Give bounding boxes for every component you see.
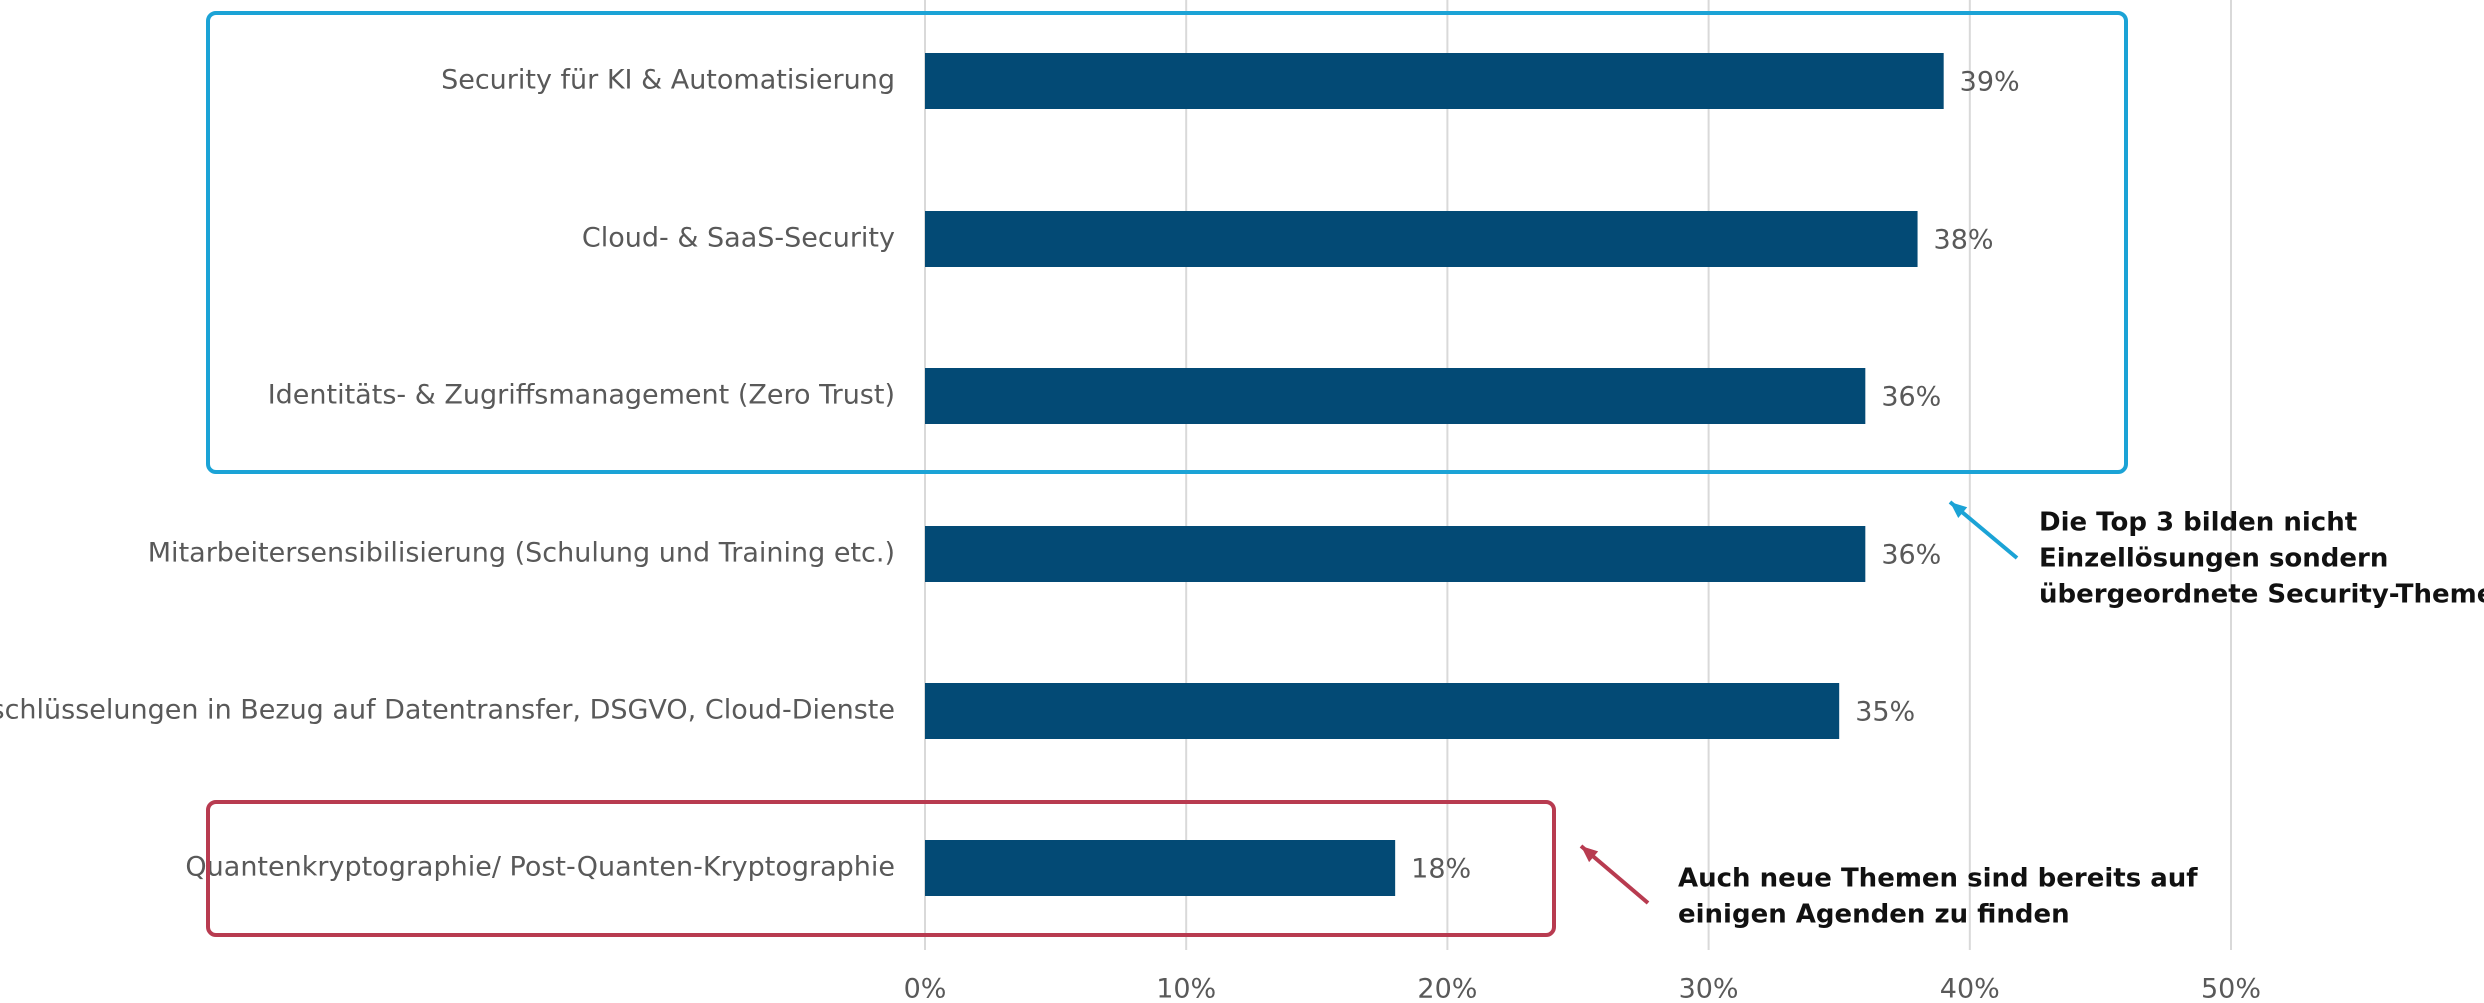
x-tick-label: 20% (1417, 974, 1477, 1003)
arrow-head (1581, 846, 1599, 863)
y-tick-label: Verschlüsselungen in Bezug auf Datentran… (0, 695, 895, 726)
bar (925, 840, 1396, 896)
annotation: Einzellösungen sondern (2039, 544, 2388, 574)
bar (925, 368, 1866, 424)
value-label: 36% (1881, 382, 1941, 413)
x-tick-label: 10% (1156, 974, 1216, 1003)
x-tick-label: 40% (1940, 974, 2000, 1003)
value-label: 18% (1411, 854, 1471, 885)
x-tick-label: 0% (904, 974, 947, 1003)
y-tick-label: Identitäts- & Zugriffsmanagement (Zero T… (268, 380, 895, 411)
bar (925, 53, 1944, 109)
y-tick-label: Security für KI & Automatisierung (441, 65, 895, 96)
value-label: 35% (1855, 697, 1915, 728)
annotation: übergeordnete Security-Themen (2039, 580, 2484, 610)
y-tick-label: Quantenkryptographie/ Post-Quanten-Krypt… (185, 852, 895, 883)
bar (925, 683, 1840, 739)
x-tick-label: 30% (1679, 974, 1739, 1003)
annotation: Auch neue Themen sind bereits auf (1678, 864, 2198, 894)
highlight-box (206, 11, 2128, 474)
x-tick-label: 50% (2201, 974, 2261, 1003)
bar (925, 211, 1918, 267)
arrow-head (1950, 502, 1968, 519)
y-tick-label: Mitarbeitersensibilisierung (Schulung un… (148, 538, 895, 569)
annotation: einigen Agenden zu finden (1678, 900, 2070, 930)
highlight-box (206, 800, 1556, 937)
value-label: 36% (1881, 540, 1941, 571)
y-tick-label: Cloud- & SaaS-Security (582, 223, 895, 254)
bar (925, 526, 1866, 582)
value-label: 39% (1960, 67, 2020, 98)
annotation: Die Top 3 bilden nicht (2039, 508, 2357, 538)
value-label: 38% (1934, 225, 1994, 256)
